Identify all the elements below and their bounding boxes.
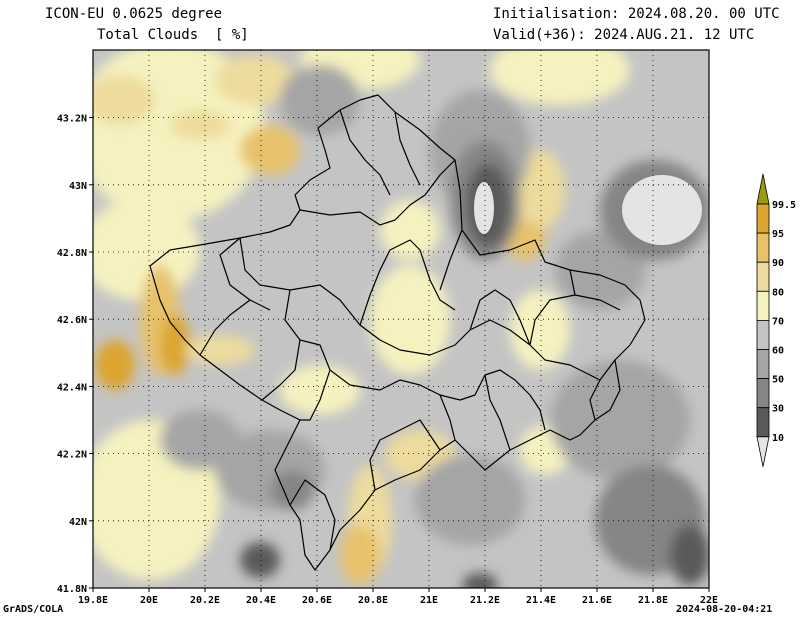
field-title: Total Clouds [ %] [97, 27, 249, 43]
lon-tick-label: 20E [140, 595, 158, 606]
lat-tick-label: 43.2N [57, 114, 87, 125]
valid-time: Valid(+36): 2024.AUG.21. 12 UTC [493, 27, 755, 43]
lon-tick-label: 21E [420, 595, 438, 606]
colorbar-level-label: 10 [772, 433, 784, 444]
colorbar-level-label: 30 [772, 404, 784, 415]
colorbar-bottom-arrow [756, 436, 770, 467]
lon-tick-label: 21.8E [638, 595, 668, 606]
colorbar-level-label: 90 [772, 258, 784, 269]
cloud-field [93, 50, 709, 588]
lat-tick-label: 42.4N [57, 382, 87, 393]
lat-tick-label: 42N [69, 517, 87, 528]
lat-tick-label: 41.8N [57, 584, 87, 595]
lat-tick-label: 43N [69, 181, 87, 192]
render-timestamp: 2024-08-20-04:21 [676, 604, 773, 615]
lon-tick-label: 20.6E [302, 595, 332, 606]
colorbar-swatch [756, 349, 770, 380]
colorbar-top-arrow [756, 173, 770, 205]
lon-tick-label: 21.6E [582, 595, 612, 606]
lon-tick-label: 19.8E [78, 595, 108, 606]
lon-tick-label: 20.8E [358, 595, 388, 606]
software-credit: GrADS/COLA [3, 604, 64, 615]
initialisation-time: Initialisation: 2024.08.20. 00 UTC [493, 6, 780, 22]
lat-tick-label: 42.6N [57, 315, 87, 326]
colorbar-level-label: 60 [772, 346, 784, 357]
lon-tick-label: 20.4E [246, 595, 276, 606]
lon-tick-label: 22E [700, 595, 718, 606]
admin-boundaries [149, 94, 646, 571]
colorbar-swatch [756, 407, 770, 438]
lon-tick-label: 21.4E [526, 595, 556, 606]
colorbar-level-label: 95 [772, 229, 784, 240]
latitude-axis: 41.8N 42N 42.2N 42.4N 42.6N 42.8N 43N 43.2N [57, 114, 93, 595]
colorbar-swatch [756, 290, 770, 321]
colorbar-swatch [756, 378, 770, 409]
lon-tick-label: 20.2E [190, 595, 220, 606]
colorbar-swatch [756, 261, 770, 292]
colorbar: 99.5 95 90 80 70 60 50 30 10 [756, 173, 796, 467]
colorbar-level-label: 80 [772, 287, 784, 298]
colorbar-level-label: 70 [772, 316, 784, 327]
lon-tick-label: 21.2E [470, 595, 500, 606]
model-title: ICON-EU 0.0625 degree [45, 6, 223, 22]
longitude-axis: 19.8E 20E 20.2E 20.4E 20.6E 20.8E 21E 21.2E 21.4… [78, 588, 718, 606]
lat-tick-label: 42.8N [57, 248, 87, 259]
lat-tick-label: 42.2N [57, 450, 87, 461]
colorbar-level-label: 99.5 [772, 200, 796, 211]
colorbar-swatch [756, 319, 770, 350]
colorbar-swatch [756, 232, 770, 263]
colorbar-level-label: 50 [772, 375, 784, 386]
colorbar-swatch [756, 203, 770, 234]
